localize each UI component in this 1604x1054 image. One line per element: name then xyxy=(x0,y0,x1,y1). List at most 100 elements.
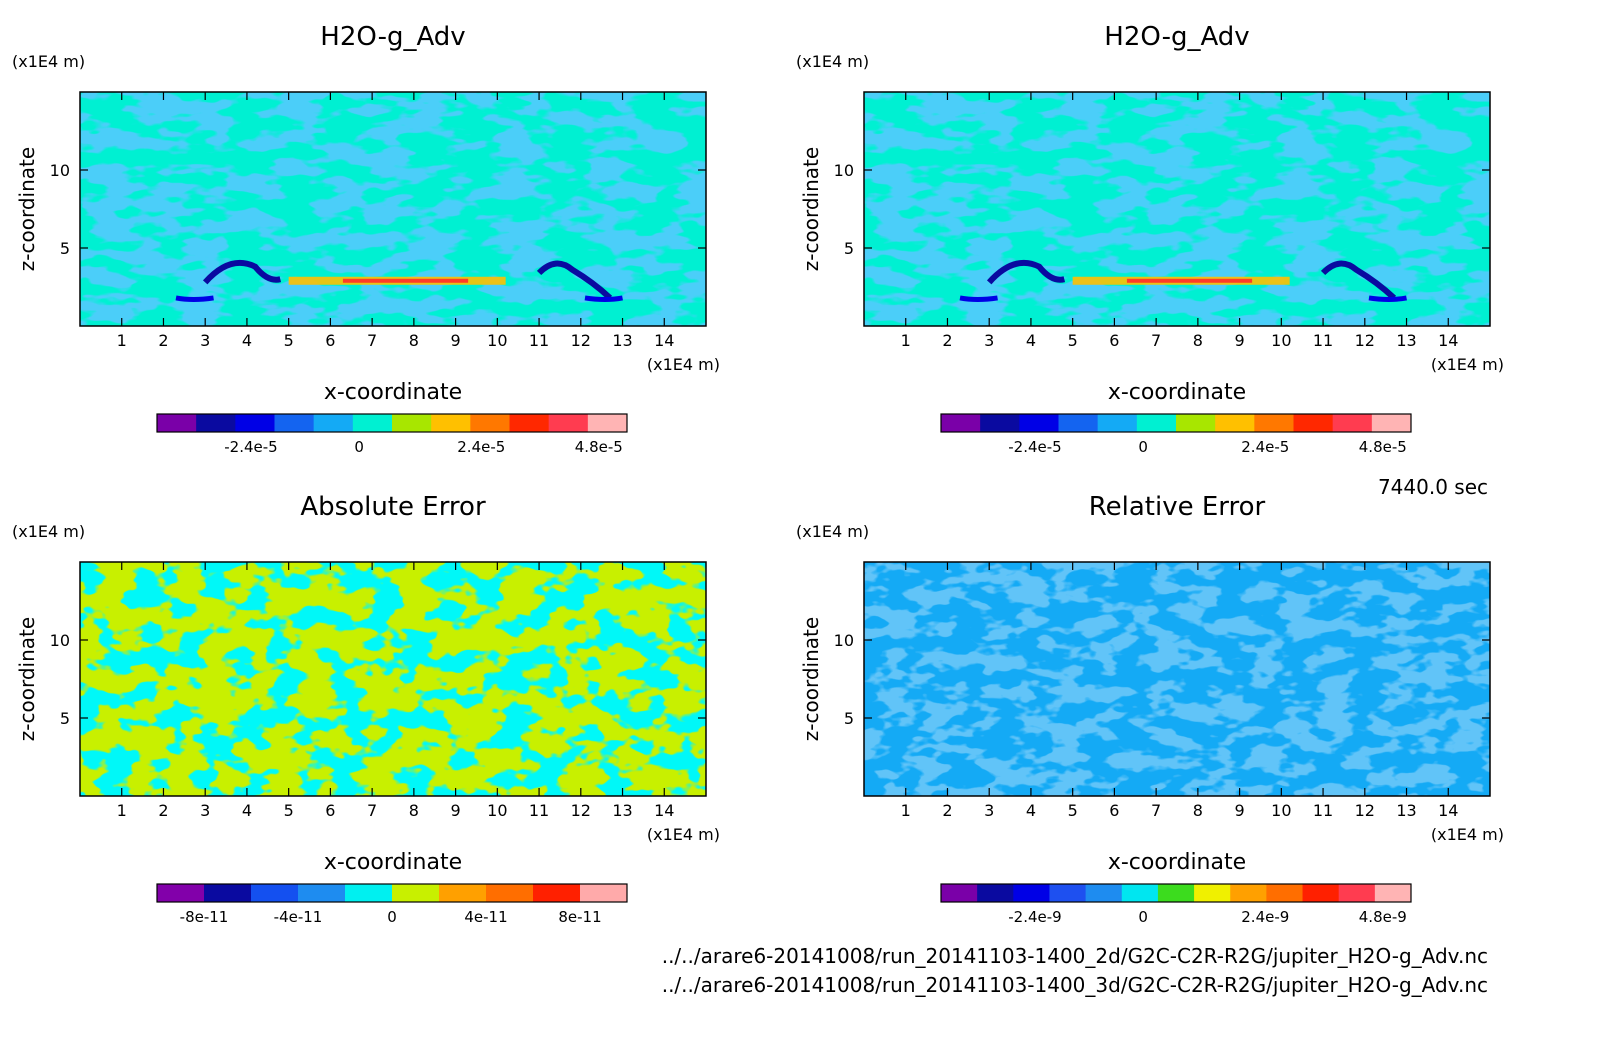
colorbar-swatch xyxy=(298,884,346,902)
x-tick-label: 2 xyxy=(942,801,952,820)
colorbar-swatch xyxy=(431,414,471,432)
y-tick-label: 10 xyxy=(834,631,854,650)
x-tick-label: 5 xyxy=(1068,331,1078,350)
x-unit-label: (x1E4 m) xyxy=(1431,825,1504,844)
colorbar-swatch xyxy=(1194,884,1231,902)
x-tick-label: 7 xyxy=(1151,331,1161,350)
x-tick-label: 10 xyxy=(487,331,507,350)
x-tick-label: 1 xyxy=(901,331,911,350)
x-tick-label: 10 xyxy=(1271,801,1291,820)
colorbar-tick-label: 0 xyxy=(354,438,364,456)
panel-title: H2O-g_Adv xyxy=(320,22,465,52)
x-axis-label: x-coordinate xyxy=(324,850,462,875)
x-tick-label: 4 xyxy=(242,331,252,350)
colorbar-swatch xyxy=(509,414,550,432)
colorbar-swatch xyxy=(1176,414,1216,432)
colorbar-swatch xyxy=(1293,414,1334,432)
x-tick-label: 9 xyxy=(1235,801,1245,820)
colorbar-swatch xyxy=(1371,414,1412,432)
x-tick-label: 11 xyxy=(529,801,549,820)
x-tick-label: 2 xyxy=(942,331,952,350)
x-tick-label: 10 xyxy=(1271,331,1291,350)
panel-title: Absolute Error xyxy=(300,492,486,522)
colorbar-swatch xyxy=(941,414,981,432)
y-tick-label: 10 xyxy=(834,161,854,180)
colorbar-swatch xyxy=(1230,884,1267,902)
plot-frame xyxy=(79,91,707,327)
x-tick-label: 14 xyxy=(654,801,674,820)
x-tick-label: 7 xyxy=(1151,801,1161,820)
colorbar-swatch xyxy=(1058,414,1099,432)
colorbar-swatch xyxy=(204,884,252,902)
x-tick-label: 4 xyxy=(242,801,252,820)
colorbar-swatch xyxy=(439,884,487,902)
colorbar-swatch xyxy=(548,414,589,432)
colorbar-swatch xyxy=(1121,884,1159,902)
x-tick-label: 12 xyxy=(571,801,591,820)
x-tick-label: 6 xyxy=(325,331,335,350)
colorbar-tick-label: 2.4e-5 xyxy=(457,438,505,456)
x-tick-label: 5 xyxy=(284,331,294,350)
y-tick-label: 5 xyxy=(60,239,70,258)
colorbar-swatch xyxy=(1085,884,1123,902)
x-tick-label: 7 xyxy=(367,801,377,820)
colorbar-swatch xyxy=(1019,414,1059,432)
x-tick-label: 5 xyxy=(284,801,294,820)
x-tick-label: 6 xyxy=(325,801,335,820)
plot-frame xyxy=(79,561,707,797)
x-tick-label: 4 xyxy=(1026,331,1036,350)
colorbar-tick-label: 4.8e-9 xyxy=(1359,908,1407,926)
colorbar-tick-label: -4e-11 xyxy=(274,908,323,926)
x-tick-label: 11 xyxy=(1313,801,1333,820)
colorbar-swatch xyxy=(1332,414,1373,432)
x-tick-label: 14 xyxy=(1438,801,1458,820)
plot-frame xyxy=(863,561,1491,797)
colorbar-swatch xyxy=(1254,414,1294,432)
colorbar-swatch xyxy=(1136,414,1177,432)
x-axis-label: x-coordinate xyxy=(1108,850,1246,875)
x-tick-label: 4 xyxy=(1026,801,1036,820)
vortex-right xyxy=(1320,260,1397,301)
y-axis-label: z-coordinate xyxy=(15,147,39,271)
colorbar-swatch xyxy=(345,884,393,902)
y-unit-label: (x1E4 m) xyxy=(12,522,85,541)
colorbar-swatch xyxy=(313,414,354,432)
x-axis-label: x-coordinate xyxy=(1108,380,1246,405)
vortex-left xyxy=(986,260,1066,285)
file-path-1: ../../arare6-20141008/run_20141103-1400_… xyxy=(662,944,1488,968)
x-tick-label: 2 xyxy=(158,801,168,820)
colorbar-tick-label: 0 xyxy=(387,908,397,926)
y-tick-label: 10 xyxy=(50,161,70,180)
field-texture xyxy=(864,562,1490,796)
colorbar-frame xyxy=(940,883,1412,903)
field-texture xyxy=(80,562,706,796)
panel-2: H2O-g_Adv(x1E4 m)1 2 3 4 5 6 7 8 9 10 11 12 13 14510(… xyxy=(796,22,1504,456)
vortex-lower-right xyxy=(1368,295,1407,302)
file-path-2: ../../arare6-20141008/run_20141103-1400_… xyxy=(662,973,1488,997)
y-tick-label: 5 xyxy=(60,709,70,728)
colorbar-swatch xyxy=(1338,884,1376,902)
colorbar-swatch xyxy=(1097,414,1138,432)
colorbar-frame xyxy=(156,883,628,903)
plot-frame xyxy=(863,91,1491,327)
colorbar-swatch xyxy=(392,884,440,902)
x-tick-label: 9 xyxy=(451,801,461,820)
colorbar-swatch xyxy=(470,414,510,432)
colorbar-tick-label: 0 xyxy=(1138,908,1148,926)
y-unit-label: (x1E4 m) xyxy=(12,52,85,71)
colorbar-tick-label: 4.8e-5 xyxy=(575,438,623,456)
colorbar-swatch xyxy=(941,884,978,902)
colorbar-swatch xyxy=(486,884,534,902)
colorbar-tick-label: -2.4e-9 xyxy=(1008,908,1061,926)
y-tick-label: 5 xyxy=(844,709,854,728)
x-tick-label: 5 xyxy=(1068,801,1078,820)
colorbar-swatch xyxy=(1013,884,1050,902)
x-tick-label: 11 xyxy=(529,331,549,350)
x-tick-label: 8 xyxy=(1193,801,1203,820)
colorbar-tick-label: 4.8e-5 xyxy=(1359,438,1407,456)
colorbar-frame xyxy=(940,413,1412,433)
x-tick-label: 13 xyxy=(1396,331,1416,350)
vortex-left xyxy=(202,260,282,285)
x-tick-label: 11 xyxy=(1313,331,1333,350)
